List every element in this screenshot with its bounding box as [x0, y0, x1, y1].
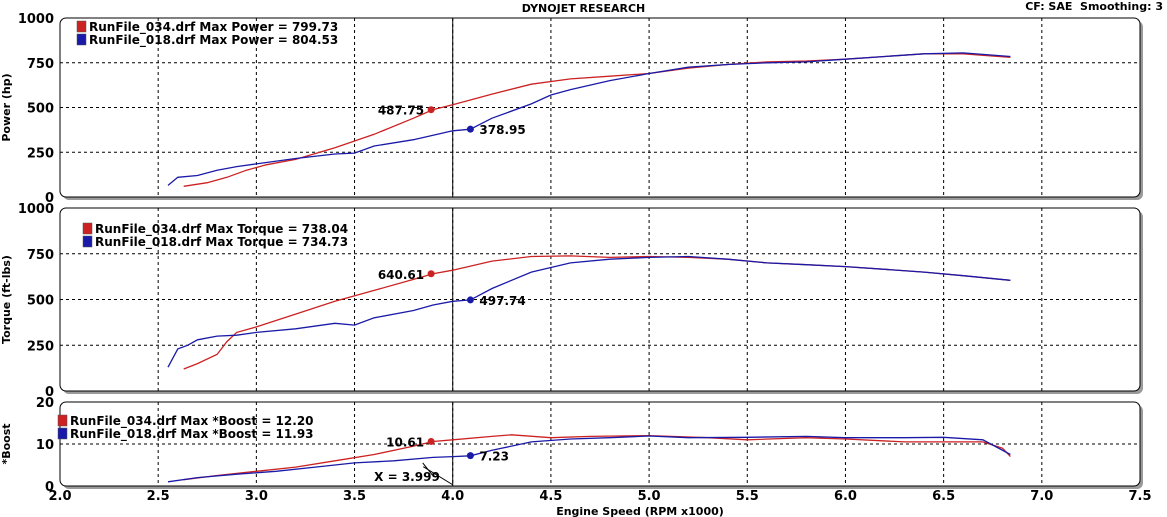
correction-factor-label: CF: SAE — [1025, 0, 1073, 13]
x-tick-label: 5.5 — [736, 489, 759, 504]
cursor-marker — [427, 437, 435, 445]
y-tick-label: 250 — [27, 339, 54, 354]
x-tick-label: 3.5 — [343, 489, 366, 504]
y-tick-label: 500 — [27, 294, 54, 309]
panel-power: 0 250 500 750 1000 Power (hp) 487.75 378.95 RunF… — [0, 12, 1143, 206]
legend-entry: RunFile_034.drf Max Power = 799.73 — [89, 20, 338, 35]
legend-entry: RunFile_018.drf Max Torque = 734.73 — [95, 235, 348, 250]
y-tick-label: 750 — [27, 57, 54, 72]
y-tick-label: 0 — [45, 191, 54, 206]
marker-value-label: 497.74 — [479, 294, 525, 308]
x-tick-label: 6.0 — [834, 489, 857, 504]
legend-entry: RunFile_018.drf Max Power = 804.53 — [89, 33, 338, 48]
cursor-marker — [466, 452, 474, 460]
y-axis-label: *Boost — [0, 423, 13, 464]
y-axis-label: Torque (ft-lbs) — [0, 255, 13, 344]
legend-swatch — [82, 222, 93, 235]
legend-entry: RunFile_034.drf Max Torque = 738.04 — [95, 222, 348, 237]
y-tick-label: 10 — [36, 438, 54, 453]
marker-value-label: 10.61 — [386, 435, 424, 449]
x-tick-label: 4.5 — [539, 489, 562, 504]
x-tick-label: 6.5 — [932, 489, 955, 504]
legend-entry: RunFile_018.drf Max *Boost = 11.93 — [70, 427, 314, 442]
marker-value-label: 640.61 — [378, 268, 424, 282]
cursor-readout-leader — [423, 466, 453, 486]
legend-swatch — [76, 20, 87, 33]
legend-entry: RunFile_034.drf Max *Boost = 12.20 — [70, 414, 314, 429]
y-tick-label: 1000 — [18, 202, 54, 217]
series-line-run018 — [167, 435, 1011, 483]
x-tick-label: 7.0 — [1030, 489, 1053, 504]
panel-torque: 0 250 500 750 1000 Torque (ft-lbs) 640.61 497.7… — [0, 202, 1143, 400]
cursor-marker — [466, 125, 474, 133]
marker-value-label: 487.75 — [378, 104, 424, 118]
y-tick-label: 20 — [36, 396, 54, 411]
legend-swatch — [57, 427, 68, 440]
header-info: CF: SAE Smoothing: 3 — [1025, 0, 1163, 13]
y-tick-label: 500 — [27, 102, 54, 117]
y-tick-label: 0 — [45, 480, 54, 495]
series-line-run034 — [183, 434, 1011, 481]
y-tick-label: 0 — [45, 385, 54, 400]
chart-title: DYNOJET RESEARCH — [521, 2, 646, 15]
legend-swatch — [57, 414, 68, 427]
legend-swatch — [82, 235, 93, 248]
x-tick-label: 3.0 — [245, 489, 268, 504]
y-tick-label: 250 — [27, 146, 54, 161]
cursor-marker — [427, 270, 435, 278]
panel-boost: 0 10 20 *Boost 10.61 7.23 RunFile_034.drf Max … — [0, 396, 1143, 495]
y-tick-label: 750 — [27, 248, 54, 263]
y-axis-label: Power (hp) — [0, 73, 13, 141]
legend-swatch — [76, 33, 87, 46]
marker-value-label: 378.95 — [479, 123, 525, 137]
x-tick-label: 2.5 — [147, 489, 170, 504]
cursor-marker — [466, 296, 474, 304]
x-tick-label: 2.0 — [48, 489, 71, 504]
cursor-readout: X = 3.999 — [374, 470, 440, 484]
x-axis-label: Engine Speed (RPM x1000) — [556, 505, 724, 517]
series-line-run018 — [167, 52, 1011, 186]
marker-value-label: 7.23 — [479, 450, 509, 464]
x-tick-label: 4.0 — [441, 489, 464, 504]
y-tick-label: 1000 — [18, 12, 54, 27]
x-tick-label: 5.0 — [638, 489, 661, 504]
cursor-marker — [427, 106, 435, 114]
smoothing-label: Smoothing: 3 — [1080, 0, 1163, 13]
x-tick-label: 7.5 — [1128, 489, 1151, 504]
